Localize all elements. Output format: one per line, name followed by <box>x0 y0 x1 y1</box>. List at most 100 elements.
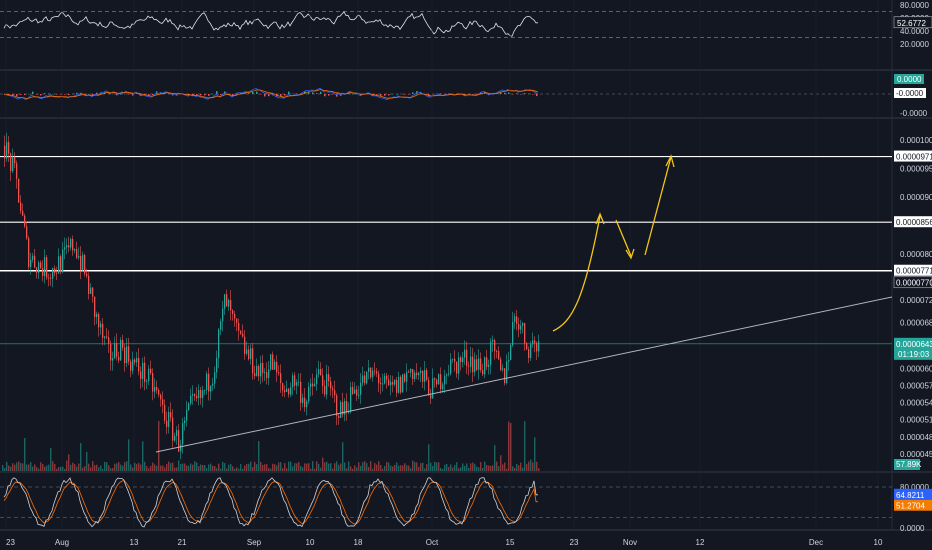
volume-bar <box>474 463 476 471</box>
candle-body <box>50 277 52 279</box>
candle-body <box>326 374 328 395</box>
volume-bar <box>244 465 246 471</box>
candle-body <box>476 359 478 370</box>
candle-body <box>374 370 376 372</box>
candle-body <box>70 239 72 248</box>
stoch-d-tag <box>894 499 932 511</box>
candle-body <box>458 357 460 374</box>
volume-bar <box>514 467 516 471</box>
volume-bar <box>350 466 352 471</box>
volume-bar <box>330 463 332 471</box>
macd-histogram-bar <box>60 94 62 95</box>
level-tag <box>894 264 932 276</box>
volume-bar <box>436 462 438 471</box>
volume-bar <box>360 465 362 471</box>
candle-body <box>366 371 368 384</box>
volume-bar <box>92 461 94 471</box>
macd-histogram-bar <box>108 93 110 94</box>
macd-histogram-bar <box>324 94 326 97</box>
candle-body <box>186 410 188 421</box>
volume-bar <box>458 468 460 471</box>
candle-body <box>106 336 108 338</box>
macd-histogram-bar <box>524 93 526 94</box>
volume-bar <box>376 464 378 471</box>
volume-bar <box>10 466 12 471</box>
candle-body <box>472 356 474 373</box>
volume-bar <box>210 463 212 471</box>
candle-body <box>518 323 520 330</box>
macd-histogram-bar <box>24 94 26 96</box>
macd-histogram-bar <box>400 93 402 95</box>
candle-body <box>262 363 264 374</box>
candle-body <box>220 321 222 330</box>
candle-body <box>8 142 10 154</box>
x-axis-label: 10 <box>874 538 883 547</box>
volume-bar <box>266 464 268 471</box>
candle-body <box>12 156 14 172</box>
current-price-tag <box>894 337 932 360</box>
macd-histogram-bar <box>312 92 314 94</box>
candle-body <box>128 346 130 362</box>
candle-body <box>396 379 398 393</box>
candle-body <box>142 362 144 379</box>
volume-bar <box>188 465 190 471</box>
volume-bar <box>42 464 44 471</box>
candle-body <box>54 268 56 273</box>
candle-body <box>278 372 280 374</box>
rsi-value-tag <box>893 16 932 29</box>
volume-bar <box>108 465 110 471</box>
volume-bar <box>220 468 222 471</box>
volume-bar <box>450 464 452 471</box>
ascending-trendline <box>155 296 893 453</box>
macd-histogram-bar <box>412 92 414 94</box>
volume-bar <box>122 465 124 471</box>
candle-body <box>310 383 312 387</box>
volume-bar <box>422 462 424 471</box>
volume-bar <box>226 468 228 471</box>
candle-body <box>226 294 228 307</box>
macd-histogram-bar <box>128 94 130 95</box>
macd-histogram-bar <box>396 93 398 95</box>
volume-bar <box>372 468 374 471</box>
macd-histogram-bar <box>224 91 226 94</box>
candle-body <box>172 417 174 441</box>
candle-body <box>380 383 382 385</box>
candle-body <box>282 383 284 391</box>
macd-histogram-bar <box>200 94 202 96</box>
candle-body <box>318 369 320 375</box>
candle-body <box>452 358 454 360</box>
macd-histogram-bar <box>44 93 46 94</box>
macd-histogram-bar <box>212 93 214 95</box>
volume-bar <box>176 467 178 471</box>
macd-histogram-bar <box>40 94 42 96</box>
volume-bar <box>78 463 80 471</box>
volume-bar <box>468 467 470 471</box>
volume-bar <box>2 465 4 471</box>
candle-body <box>338 415 340 418</box>
candle-body <box>108 337 110 344</box>
volume-bar <box>428 444 430 471</box>
volume-bar <box>508 421 510 471</box>
volume-bar <box>284 463 286 471</box>
candle-body <box>438 374 440 385</box>
volume-bar <box>396 462 398 471</box>
candle-body <box>244 336 246 354</box>
candle-body <box>420 370 422 373</box>
volume-bar <box>320 467 322 471</box>
volume-bar <box>170 463 172 471</box>
volume-bar <box>298 461 300 471</box>
volume-bar <box>334 463 336 471</box>
level-tag-label: 0.0000770 <box>896 279 932 288</box>
candle-body <box>258 365 260 377</box>
volume-bar <box>304 463 306 471</box>
volume-bar <box>338 464 340 471</box>
macd-histogram-bar <box>232 94 234 97</box>
candle-body <box>444 375 446 385</box>
x-axis-label: Dec <box>809 538 823 547</box>
candle-body <box>198 389 200 399</box>
candle-body <box>506 361 508 384</box>
volume-bar <box>172 462 174 471</box>
